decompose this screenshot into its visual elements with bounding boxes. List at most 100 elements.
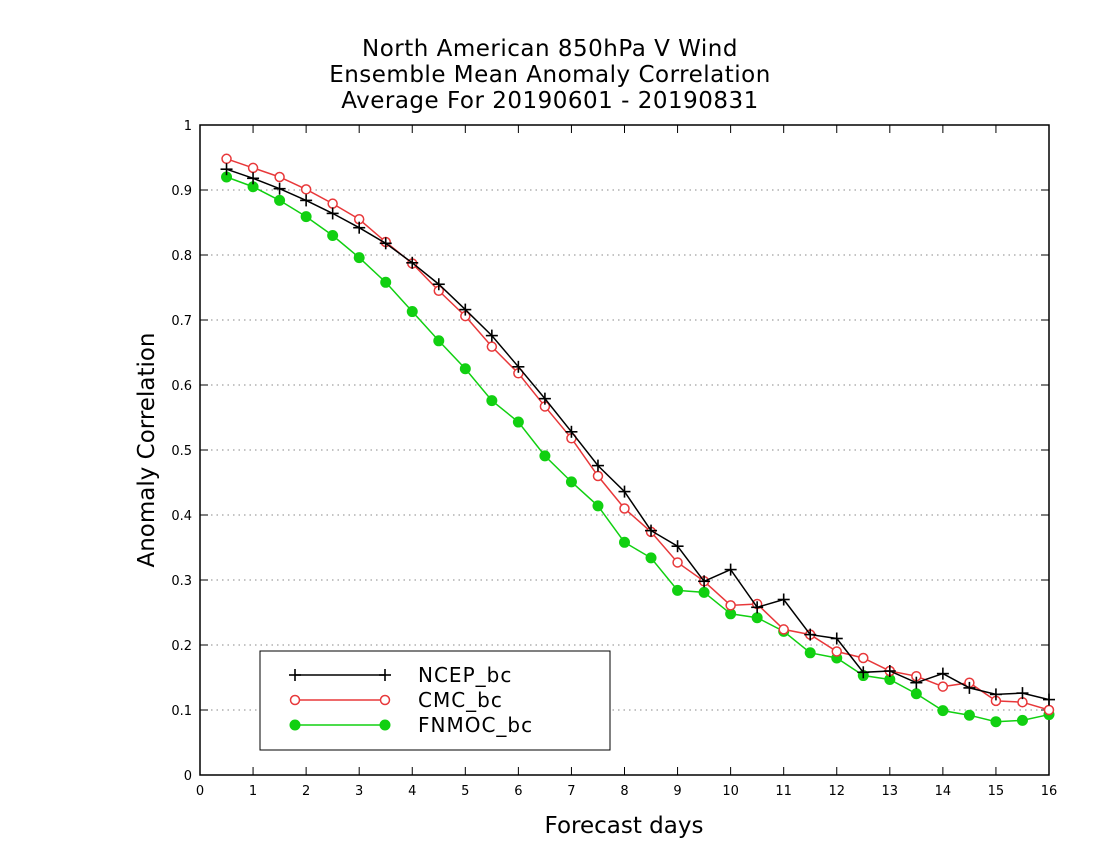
x-tick-label: 11 [775, 784, 792, 799]
data-point-ncep-bc [459, 303, 472, 316]
data-point-fnmoc-bc [592, 500, 604, 512]
data-point-ncep-bc [751, 601, 764, 614]
data-point-ncep-bc [565, 425, 578, 438]
data-point-fnmoc-bc [486, 395, 498, 407]
y-tick-label: 1 [184, 119, 192, 134]
data-point-ncep-bc [326, 207, 339, 220]
x-tick-label: 6 [514, 784, 522, 799]
data-point-fnmoc-bc [565, 476, 577, 488]
data-point-ncep-bc [300, 194, 313, 207]
series-line-ncep-bc [226, 168, 1050, 701]
data-point-fnmoc-bc [406, 306, 418, 318]
x-axis-label: Forecast days [545, 813, 704, 839]
data-point-fnmoc-bc [380, 276, 392, 288]
data-point-ncep-bc [1043, 693, 1055, 706]
y-tick-label: 0.6 [171, 379, 192, 394]
y-tick-label: 0.2 [171, 639, 192, 654]
data-point-ncep-bc [936, 667, 949, 680]
data-point-fnmoc-bc [459, 363, 471, 375]
data-point-ncep-bc [379, 237, 392, 250]
y-tick-label: 0.1 [171, 704, 192, 719]
grid-lines [200, 189, 1049, 711]
data-point-ncep-bc [989, 688, 1002, 701]
data-point-fnmoc-bc [274, 194, 286, 206]
data-point-cmc-bc [858, 652, 869, 664]
series-line-fnmoc-bc [226, 176, 1050, 723]
data-point-fnmoc-bc [963, 709, 975, 721]
legend-marker-end [379, 669, 391, 681]
x-tick-label: 7 [567, 784, 575, 799]
y-tick-label: 0.7 [171, 314, 192, 329]
data-point-ncep-bc [512, 360, 525, 373]
data-point-ncep-bc [804, 628, 817, 641]
x-tick-label: 3 [355, 784, 363, 799]
data-point-ncep-bc [777, 593, 790, 606]
y-axis-label: Anomaly Correlation [134, 332, 160, 567]
data-point-cmc-bc [619, 503, 630, 514]
x-tick-label: 13 [882, 784, 899, 799]
data-point-cmc-bc [672, 557, 683, 568]
series-cmc-bc [221, 153, 1055, 716]
x-tick-label: 1 [249, 784, 257, 799]
x-tick-label: 2 [302, 784, 310, 799]
y-tick-label: 0.3 [171, 574, 192, 589]
data-point-fnmoc-bc [539, 450, 551, 462]
x-tick-label: 16 [1041, 784, 1058, 799]
data-point-cmc-bc [725, 600, 736, 611]
data-point-ncep-bc [538, 392, 551, 405]
series-group [220, 153, 1055, 728]
legend-entry-ncep-bc: NCEP_bc [289, 663, 511, 687]
data-point-ncep-bc [591, 459, 604, 472]
legend-marker-start [289, 694, 301, 706]
data-point-ncep-bc [910, 676, 923, 689]
data-point-ncep-bc [963, 681, 976, 694]
data-point-ncep-bc [698, 575, 711, 588]
data-point-fnmoc-bc [990, 716, 1002, 728]
data-point-fnmoc-bc [645, 552, 657, 564]
data-point-ncep-bc [830, 632, 843, 645]
series-line-cmc-bc [226, 158, 1050, 711]
data-point-fnmoc-bc [433, 335, 445, 347]
data-point-ncep-bc [432, 278, 445, 291]
legend-marker-start [289, 719, 301, 731]
x-tick-label: 12 [828, 784, 845, 799]
x-tick-label: 8 [620, 784, 628, 799]
data-point-cmc-bc [327, 198, 338, 209]
data-point-fnmoc-bc [672, 584, 684, 596]
data-point-cmc-bc [300, 184, 312, 195]
data-point-cmc-bc [221, 153, 232, 165]
series-fnmoc-bc [221, 171, 1055, 728]
legend-label-fnmoc-bc: FNMOC_bc [418, 713, 533, 737]
data-point-fnmoc-bc [751, 612, 763, 624]
data-point-cmc-bc [247, 162, 259, 174]
legend-marker-end [379, 694, 391, 706]
y-tick-label: 0.4 [171, 509, 192, 524]
data-point-fnmoc-bc [619, 536, 630, 548]
chart-title-line-1: North American 850hPa V Wind [362, 36, 738, 62]
x-tick-label: 14 [935, 784, 952, 799]
data-point-cmc-bc [274, 171, 285, 183]
data-point-ncep-bc [406, 256, 419, 269]
legend-entry-fnmoc-bc: FNMOC_bc [289, 713, 533, 737]
data-point-ncep-bc [353, 221, 366, 234]
data-point-ncep-bc [220, 163, 233, 176]
data-point-cmc-bc [486, 341, 498, 352]
chart-title-line-2: Ensemble Mean Anomaly Correlation [329, 62, 771, 88]
chart-title-line-3: Average For 20190601 - 20190831 [341, 88, 759, 114]
data-point-ncep-bc [724, 563, 737, 576]
y-tick-label: 0.8 [171, 249, 192, 264]
data-point-fnmoc-bc [910, 688, 922, 700]
x-tick-label: 9 [673, 784, 681, 799]
data-point-ncep-bc [485, 329, 498, 342]
data-point-fnmoc-bc [937, 705, 949, 717]
legend-entry-cmc-bc: CMC_bc [289, 688, 502, 712]
data-point-cmc-bc [937, 681, 949, 692]
data-point-ncep-bc [1016, 687, 1029, 700]
x-tick-label: 10 [722, 784, 739, 799]
data-point-ncep-bc [857, 666, 870, 679]
data-point-cmc-bc [592, 470, 604, 482]
data-point-ncep-bc [618, 485, 631, 498]
data-point-fnmoc-bc [512, 416, 524, 428]
data-point-fnmoc-bc [698, 586, 710, 598]
